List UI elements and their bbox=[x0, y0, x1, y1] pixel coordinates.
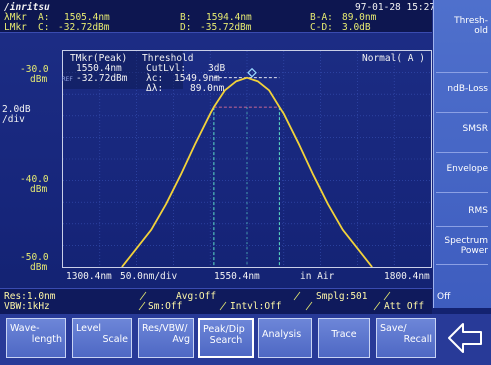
fkey-level-scale-line1: Level bbox=[76, 323, 102, 334]
softkey-spectrum-power-label: Spectrum Power bbox=[444, 236, 488, 256]
marker-a-key: A: bbox=[38, 12, 50, 23]
ref-tag: REF bbox=[62, 76, 73, 83]
y-scale-unit: /div bbox=[2, 114, 25, 125]
fkey-res-vbw-avg-line1: Res/VBW/ bbox=[142, 323, 188, 334]
bandwidth-value: 89.0nm bbox=[190, 83, 225, 94]
bandwidth-label: Δλ: bbox=[146, 83, 164, 94]
fkey-trace[interactable]: Trace bbox=[318, 318, 370, 358]
marker-cd-value: 3.0dB bbox=[342, 22, 371, 33]
threshold-title: Threshold bbox=[142, 53, 194, 64]
y-top-level: -30.0 bbox=[20, 64, 49, 75]
spectrum-chart bbox=[63, 51, 431, 267]
center-wavelength-label: λc: bbox=[146, 73, 164, 84]
softkey-envelope-label: Envelope bbox=[446, 164, 488, 174]
softkey-rms[interactable]: RMS bbox=[433, 206, 491, 216]
marker-header bbox=[0, 0, 432, 33]
marker-b-value: 1594.4nm bbox=[206, 12, 252, 23]
x-medium: in Air bbox=[300, 271, 335, 282]
spectrum-trace bbox=[121, 76, 373, 267]
fkey-peak-dip-search-line2: Search bbox=[209, 335, 243, 346]
softkey-smsr[interactable]: SMSR bbox=[433, 124, 491, 134]
date-time: 97-01-28 15:27 bbox=[355, 2, 436, 13]
peak-info-panel bbox=[63, 51, 183, 89]
resolution-status: Res:1.0nm bbox=[4, 291, 56, 302]
x-span: 50.0nm/div bbox=[120, 271, 178, 282]
level-marker-label: LMkr bbox=[4, 22, 27, 33]
fkey-wavelength[interactable]: Wave-length bbox=[6, 318, 66, 358]
softkey-divider bbox=[436, 226, 488, 227]
x-start: 1300.4nm bbox=[66, 271, 112, 282]
peak-level: -32.72dBm bbox=[76, 73, 128, 84]
marker-ba-key: B-A: bbox=[310, 12, 333, 23]
cutlvl-label: CutLvl: bbox=[146, 63, 187, 74]
fkey-trace-line1: Trace bbox=[331, 329, 357, 340]
x-center: 1550.4nm bbox=[214, 271, 260, 282]
display-mode: Normal( A ) bbox=[362, 53, 425, 64]
marker-c-value: -32.72dBm bbox=[58, 22, 110, 33]
center-wavelength-value: 1549.9nm bbox=[174, 73, 220, 84]
softkey-envelope[interactable]: Envelope bbox=[433, 164, 491, 174]
softkey-ndb-loss[interactable]: ndB-Loss bbox=[433, 84, 491, 94]
vbw-status: VBW:1kHz bbox=[4, 301, 50, 312]
softkey-threshold-label: Thresh- old bbox=[454, 16, 488, 36]
fkey-wavelength-line1: Wave- bbox=[10, 323, 40, 334]
softkey-rms-label: RMS bbox=[468, 206, 488, 216]
softkey-panel bbox=[433, 0, 491, 308]
fkey-res-vbw-avg[interactable]: Res/VBW/Avg bbox=[138, 318, 194, 358]
cutlvl-value: 3dB bbox=[208, 63, 226, 74]
fkey-wavelength-line2: length bbox=[31, 334, 62, 345]
status-dividers bbox=[138, 291, 391, 311]
fkey-res-vbw-avg-line2: Avg bbox=[172, 334, 190, 345]
avg-status: Avg:Off bbox=[176, 291, 217, 302]
marker-d-key: D: bbox=[180, 22, 192, 33]
marker-c-key: C: bbox=[38, 22, 50, 33]
status-bar bbox=[0, 288, 432, 315]
y-bottom-level: -50.0 bbox=[20, 252, 49, 263]
fkey-analysis-line1: Analysis bbox=[262, 329, 302, 340]
interval-status: Intvl:Off bbox=[230, 301, 282, 312]
softkey-off-label: Off bbox=[437, 292, 451, 302]
fkey-level-scale[interactable]: Level Scale bbox=[72, 318, 132, 358]
fkey-peak-dip-search[interactable]: Peak/Dip Search bbox=[198, 318, 254, 358]
marker-d-value: -35.72dBm bbox=[200, 22, 252, 33]
smoothing-status: Sm:Off bbox=[148, 301, 183, 312]
back-arrow-icon[interactable] bbox=[445, 320, 485, 356]
softkey-divider bbox=[436, 264, 488, 265]
marker-b-key: B: bbox=[180, 12, 192, 23]
y-bottom-unit: dBm bbox=[30, 262, 48, 273]
softkey-smsr-label: SMSR bbox=[462, 124, 488, 134]
brand-logo: /inritsu bbox=[4, 2, 50, 13]
y-mid-unit: dBm bbox=[30, 184, 48, 195]
peak-marker-icon bbox=[247, 67, 257, 78]
softkey-divider bbox=[436, 72, 488, 73]
y-scale: 2.0dB bbox=[2, 104, 31, 115]
fkey-peak-dip-search-line1: Peak/Dip bbox=[203, 324, 245, 335]
marker-cd-key: C-D: bbox=[310, 22, 333, 33]
peak-title: TMkr(Peak) bbox=[70, 53, 128, 64]
softkey-off[interactable]: Off bbox=[433, 292, 491, 302]
sampling-status: Smplg:501 bbox=[316, 291, 368, 302]
fkey-level-scale-line2: Scale bbox=[102, 334, 128, 345]
fkey-save-recall[interactable]: Save/Recall bbox=[376, 318, 436, 358]
softkey-threshold[interactable]: Thresh- old bbox=[433, 16, 491, 36]
softkey-spectrum-power[interactable]: Spectrum Power bbox=[433, 236, 491, 256]
softkey-divider bbox=[436, 112, 488, 113]
fkey-analysis[interactable]: Analysis bbox=[258, 318, 312, 358]
x-stop: 1800.4nm bbox=[384, 271, 430, 282]
peak-wavelength: 1550.4nm bbox=[76, 63, 122, 74]
y-top-unit: dBm bbox=[30, 74, 48, 85]
y-mid-level: -40.0 bbox=[20, 174, 49, 185]
marker-a-value: 1505.4nm bbox=[64, 12, 110, 23]
softkey-divider bbox=[436, 192, 488, 193]
spectrum-plot bbox=[62, 50, 432, 268]
fkey-save-recall-line1: Save/ bbox=[380, 323, 407, 334]
attenuator-status: Att Off bbox=[384, 301, 425, 312]
wavelength-marker-label: λMkr bbox=[4, 12, 27, 23]
softkey-ndb-loss-label: ndB-Loss bbox=[447, 84, 488, 94]
fkey-save-recall-line2: Recall bbox=[403, 334, 432, 345]
marker-ba-value: 89.0nm bbox=[342, 12, 377, 23]
softkey-divider bbox=[436, 152, 488, 153]
